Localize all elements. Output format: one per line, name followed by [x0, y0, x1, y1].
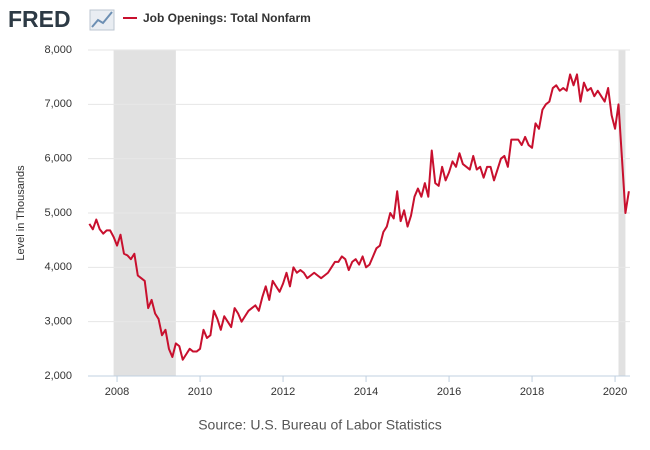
brand-logo: FRED: [8, 6, 71, 32]
x-tick-label: 2018: [520, 386, 544, 398]
data-line: [88, 73, 630, 361]
y-tick-label: 3,000: [44, 316, 72, 328]
y-tick-label: 6,000: [44, 153, 72, 165]
x-tick-label: 2010: [188, 386, 212, 398]
logo-icon: [89, 9, 115, 31]
x-tick-label: 2014: [354, 386, 378, 398]
legend-label: Job Openings: Total Nonfarm: [143, 11, 311, 25]
y-tick-label: 7,000: [44, 98, 72, 110]
x-tick-label: 2008: [105, 386, 129, 398]
x-tick-label: 2020: [603, 386, 627, 398]
y-tick-label: 4,000: [44, 261, 72, 273]
y-axis-label: Level in Thousands: [15, 165, 27, 261]
y-tick-label: 2,000: [44, 370, 72, 382]
y-tick-label: 8,000: [44, 44, 72, 56]
x-tick-label: 2012: [271, 386, 295, 398]
source: Source: U.S. Bureau of Labor Statistics: [198, 417, 442, 433]
y-tick-label: 5,000: [44, 207, 72, 219]
x-tick-label: 2016: [437, 386, 461, 398]
